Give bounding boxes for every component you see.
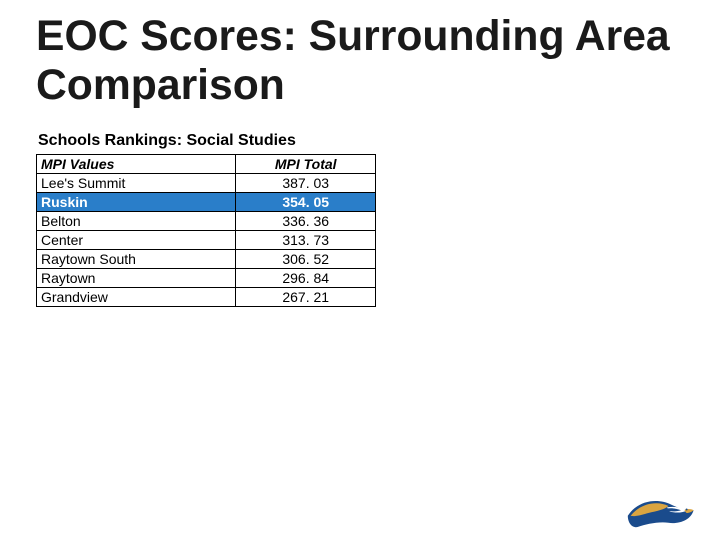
table-row: Raytown296. 84 (37, 269, 376, 288)
school-name: Center (37, 231, 236, 250)
table-row: Ruskin354. 05 (37, 193, 376, 212)
mpi-total-value: 267. 21 (236, 288, 376, 307)
rankings-table: MPI Values MPI Total Lee's Summit387. 03… (36, 154, 376, 307)
school-name: Belton (37, 212, 236, 231)
school-name: Lee's Summit (37, 174, 236, 193)
mpi-total-value: 306. 52 (236, 250, 376, 269)
mpi-total-value: 336. 36 (236, 212, 376, 231)
school-name: Raytown (37, 269, 236, 288)
table-row: Grandview267. 21 (37, 288, 376, 307)
rankings-header: Schools Rankings: Social Studies (36, 130, 376, 154)
mpi-total-value: 354. 05 (236, 193, 376, 212)
mpi-total-value: 313. 73 (236, 231, 376, 250)
rankings-tbody: Lee's Summit387. 03Ruskin354. 05Belton33… (37, 174, 376, 307)
table-row: Belton336. 36 (37, 212, 376, 231)
table-row: Center313. 73 (37, 231, 376, 250)
table-row: Raytown South306. 52 (37, 250, 376, 269)
mpi-total-value: 296. 84 (236, 269, 376, 288)
col-mpi-values: MPI Values (37, 155, 236, 174)
school-name: Raytown South (37, 250, 236, 269)
eagle-logo (624, 492, 696, 534)
eagle-logo-icon (624, 492, 696, 534)
table-header-row: MPI Values MPI Total (37, 155, 376, 174)
table-row: Lee's Summit387. 03 (37, 174, 376, 193)
school-name: Ruskin (37, 193, 236, 212)
col-mpi-total: MPI Total (236, 155, 376, 174)
rankings-table-block: Schools Rankings: Social Studies MPI Val… (36, 130, 376, 307)
page-title: EOC Scores: Surrounding Area Comparison (36, 12, 696, 110)
mpi-total-value: 387. 03 (236, 174, 376, 193)
school-name: Grandview (37, 288, 236, 307)
